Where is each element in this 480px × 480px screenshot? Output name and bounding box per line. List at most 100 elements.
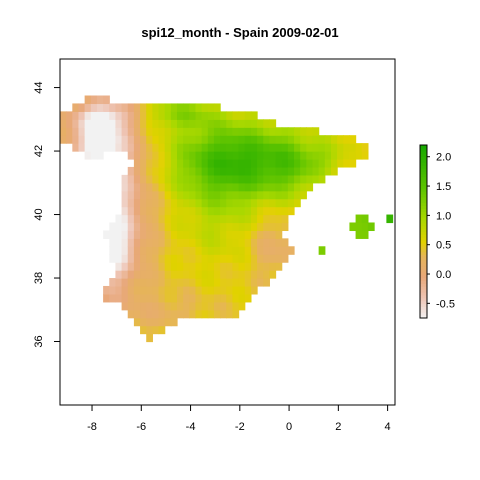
heatmap-cell: [195, 222, 203, 232]
heatmap-cell: [152, 103, 160, 112]
heatmap-cell: [300, 151, 307, 160]
heatmap-cell: [127, 278, 135, 287]
heatmap-cell: [207, 230, 215, 239]
heatmap-cell: [158, 309, 166, 319]
heatmap-cell: [213, 190, 221, 200]
heatmap-cell: [177, 158, 184, 168]
heatmap-cell: [220, 230, 227, 239]
heatmap-cell: [140, 262, 147, 271]
heatmap-cell: [269, 166, 277, 176]
heatmap-cell: [294, 190, 301, 200]
heatmap-cell: [195, 238, 203, 247]
heatmap-cell: [133, 214, 141, 224]
heatmap-cell: [226, 190, 234, 200]
heatmap-cells: [60, 95, 394, 343]
heatmap-cell: [250, 174, 258, 184]
heatmap-cell: [244, 206, 252, 216]
heatmap-cell: [220, 166, 227, 176]
heatmap-cell: [207, 309, 215, 319]
heatmap-cell: [152, 285, 160, 295]
heatmap-cell: [146, 206, 153, 216]
heatmap-cell: [66, 111, 73, 120]
heatmap-cell: [90, 151, 98, 160]
heatmap-cell: [152, 270, 160, 279]
heatmap-cell: [146, 111, 153, 120]
heatmap-cell: [220, 238, 227, 247]
heatmap-cell: [263, 190, 270, 200]
heatmap-cell: [355, 222, 363, 232]
heatmap-cell: [170, 230, 178, 239]
heatmap-cell: [127, 230, 135, 239]
colorbar-segment: [420, 309, 427, 313]
heatmap-cell: [226, 238, 234, 247]
heatmap-cell: [244, 143, 252, 152]
heatmap-cell: [121, 262, 129, 271]
heatmap-cell: [300, 166, 307, 176]
heatmap-cell: [281, 166, 289, 176]
colorbar-segment: [420, 243, 427, 247]
heatmap-cell: [250, 143, 258, 152]
heatmap-cell: [220, 190, 227, 200]
heatmap-cell: [257, 198, 264, 208]
heatmap-cell: [257, 127, 264, 136]
heatmap-cell: [164, 127, 172, 136]
heatmap-cell: [133, 293, 141, 303]
colorbar-segment: [420, 289, 427, 293]
heatmap-cell: [140, 151, 147, 160]
heatmap-cell: [220, 254, 227, 263]
heatmap-cell: [232, 143, 240, 152]
heatmap-cell: [213, 103, 221, 112]
heatmap-cell: [127, 293, 135, 303]
heatmap-cell: [127, 270, 135, 279]
heatmap-cell: [170, 270, 178, 279]
heatmap-cell: [133, 278, 141, 287]
heatmap-cell: [140, 214, 147, 224]
heatmap-cell: [84, 127, 92, 136]
heatmap-cell: [269, 151, 277, 160]
heatmap-cell: [281, 222, 289, 232]
colorbar-segment: [420, 292, 427, 296]
heatmap-cell: [183, 127, 190, 136]
heatmap-cell: [195, 158, 203, 168]
heatmap-cell: [183, 182, 190, 192]
heatmap-cell: [257, 270, 264, 279]
heatmap-cell: [103, 103, 110, 112]
colorbar-segment: [420, 179, 427, 183]
heatmap-cell: [133, 317, 141, 327]
heatmap-cell: [250, 198, 258, 208]
heatmap-cell: [232, 262, 240, 271]
heatmap-cell: [257, 151, 264, 160]
heatmap-cell: [207, 198, 215, 208]
heatmap-cell: [318, 174, 326, 184]
heatmap-cell: [133, 127, 141, 136]
colorbar-tick-label: -0.5: [436, 298, 455, 310]
heatmap-cell: [226, 214, 234, 224]
heatmap-cell: [115, 143, 123, 152]
heatmap-cell: [133, 158, 141, 168]
heatmap-cell: [324, 151, 332, 160]
heatmap-cell: [263, 174, 270, 184]
heatmap-cell: [306, 143, 314, 152]
heatmap-cell: [152, 158, 160, 168]
heatmap-cell: [72, 127, 80, 136]
heatmap-cell: [220, 309, 227, 319]
heatmap-cell: [133, 198, 141, 208]
heatmap-cell: [170, 111, 178, 120]
heatmap-cell: [226, 230, 234, 239]
heatmap-cell: [263, 198, 270, 208]
heatmap-cell: [146, 135, 153, 144]
heatmap-cell: [244, 230, 252, 239]
colorbar-segment: [420, 266, 427, 270]
heatmap-cell: [232, 158, 240, 168]
heatmap-cell: [158, 206, 166, 216]
heatmap-cell: [164, 135, 172, 144]
colorbar-segment: [420, 211, 427, 215]
heatmap-cell: [158, 135, 166, 144]
heatmap-cell: [349, 143, 357, 152]
heatmap-cell: [158, 222, 166, 232]
heatmap-cell: [201, 262, 209, 271]
heatmap-cell: [220, 127, 227, 136]
heatmap-cell: [238, 285, 246, 295]
heatmap-cell: [263, 222, 270, 232]
heatmap-cell: [343, 158, 351, 168]
